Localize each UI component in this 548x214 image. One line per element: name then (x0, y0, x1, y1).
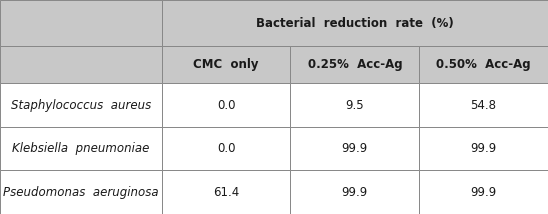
Text: 61.4: 61.4 (213, 186, 239, 199)
Text: 99.9: 99.9 (342, 186, 368, 199)
Text: 9.5: 9.5 (346, 99, 364, 112)
Bar (419, 83, 548, 127)
Text: 99.9: 99.9 (471, 142, 496, 155)
Text: 99.9: 99.9 (342, 142, 368, 155)
Text: Pseudomonas  aeruginosa: Pseudomonas aeruginosa (3, 186, 158, 199)
Text: Klebsiella  pneumoniae: Klebsiella pneumoniae (12, 142, 150, 155)
Bar (162, 0, 548, 46)
Bar (419, 46, 548, 83)
Bar (162, 170, 290, 214)
Text: 0.0: 0.0 (217, 99, 235, 112)
Text: 54.8: 54.8 (471, 99, 496, 112)
Text: 0.0: 0.0 (217, 142, 235, 155)
Text: Staphylococcus  aureus: Staphylococcus aureus (11, 99, 151, 112)
Text: 0.25%  Acc-Ag: 0.25% Acc-Ag (307, 58, 402, 71)
Bar (162, 127, 290, 170)
Bar (0, 170, 162, 214)
Bar (290, 83, 419, 127)
Text: Bacterial  reduction  rate  (%): Bacterial reduction rate (%) (256, 16, 454, 30)
Text: CMC  only: CMC only (193, 58, 259, 71)
Bar (0, 127, 162, 170)
Bar (0, 83, 162, 127)
Bar (290, 46, 419, 83)
Bar (162, 83, 290, 127)
Bar (290, 127, 419, 170)
Bar (0, 46, 162, 83)
Bar (162, 46, 290, 83)
Bar (290, 170, 419, 214)
Bar (0, 0, 162, 46)
Bar (419, 127, 548, 170)
Text: 99.9: 99.9 (471, 186, 496, 199)
Text: 0.50%  Acc-Ag: 0.50% Acc-Ag (436, 58, 531, 71)
Bar (419, 170, 548, 214)
